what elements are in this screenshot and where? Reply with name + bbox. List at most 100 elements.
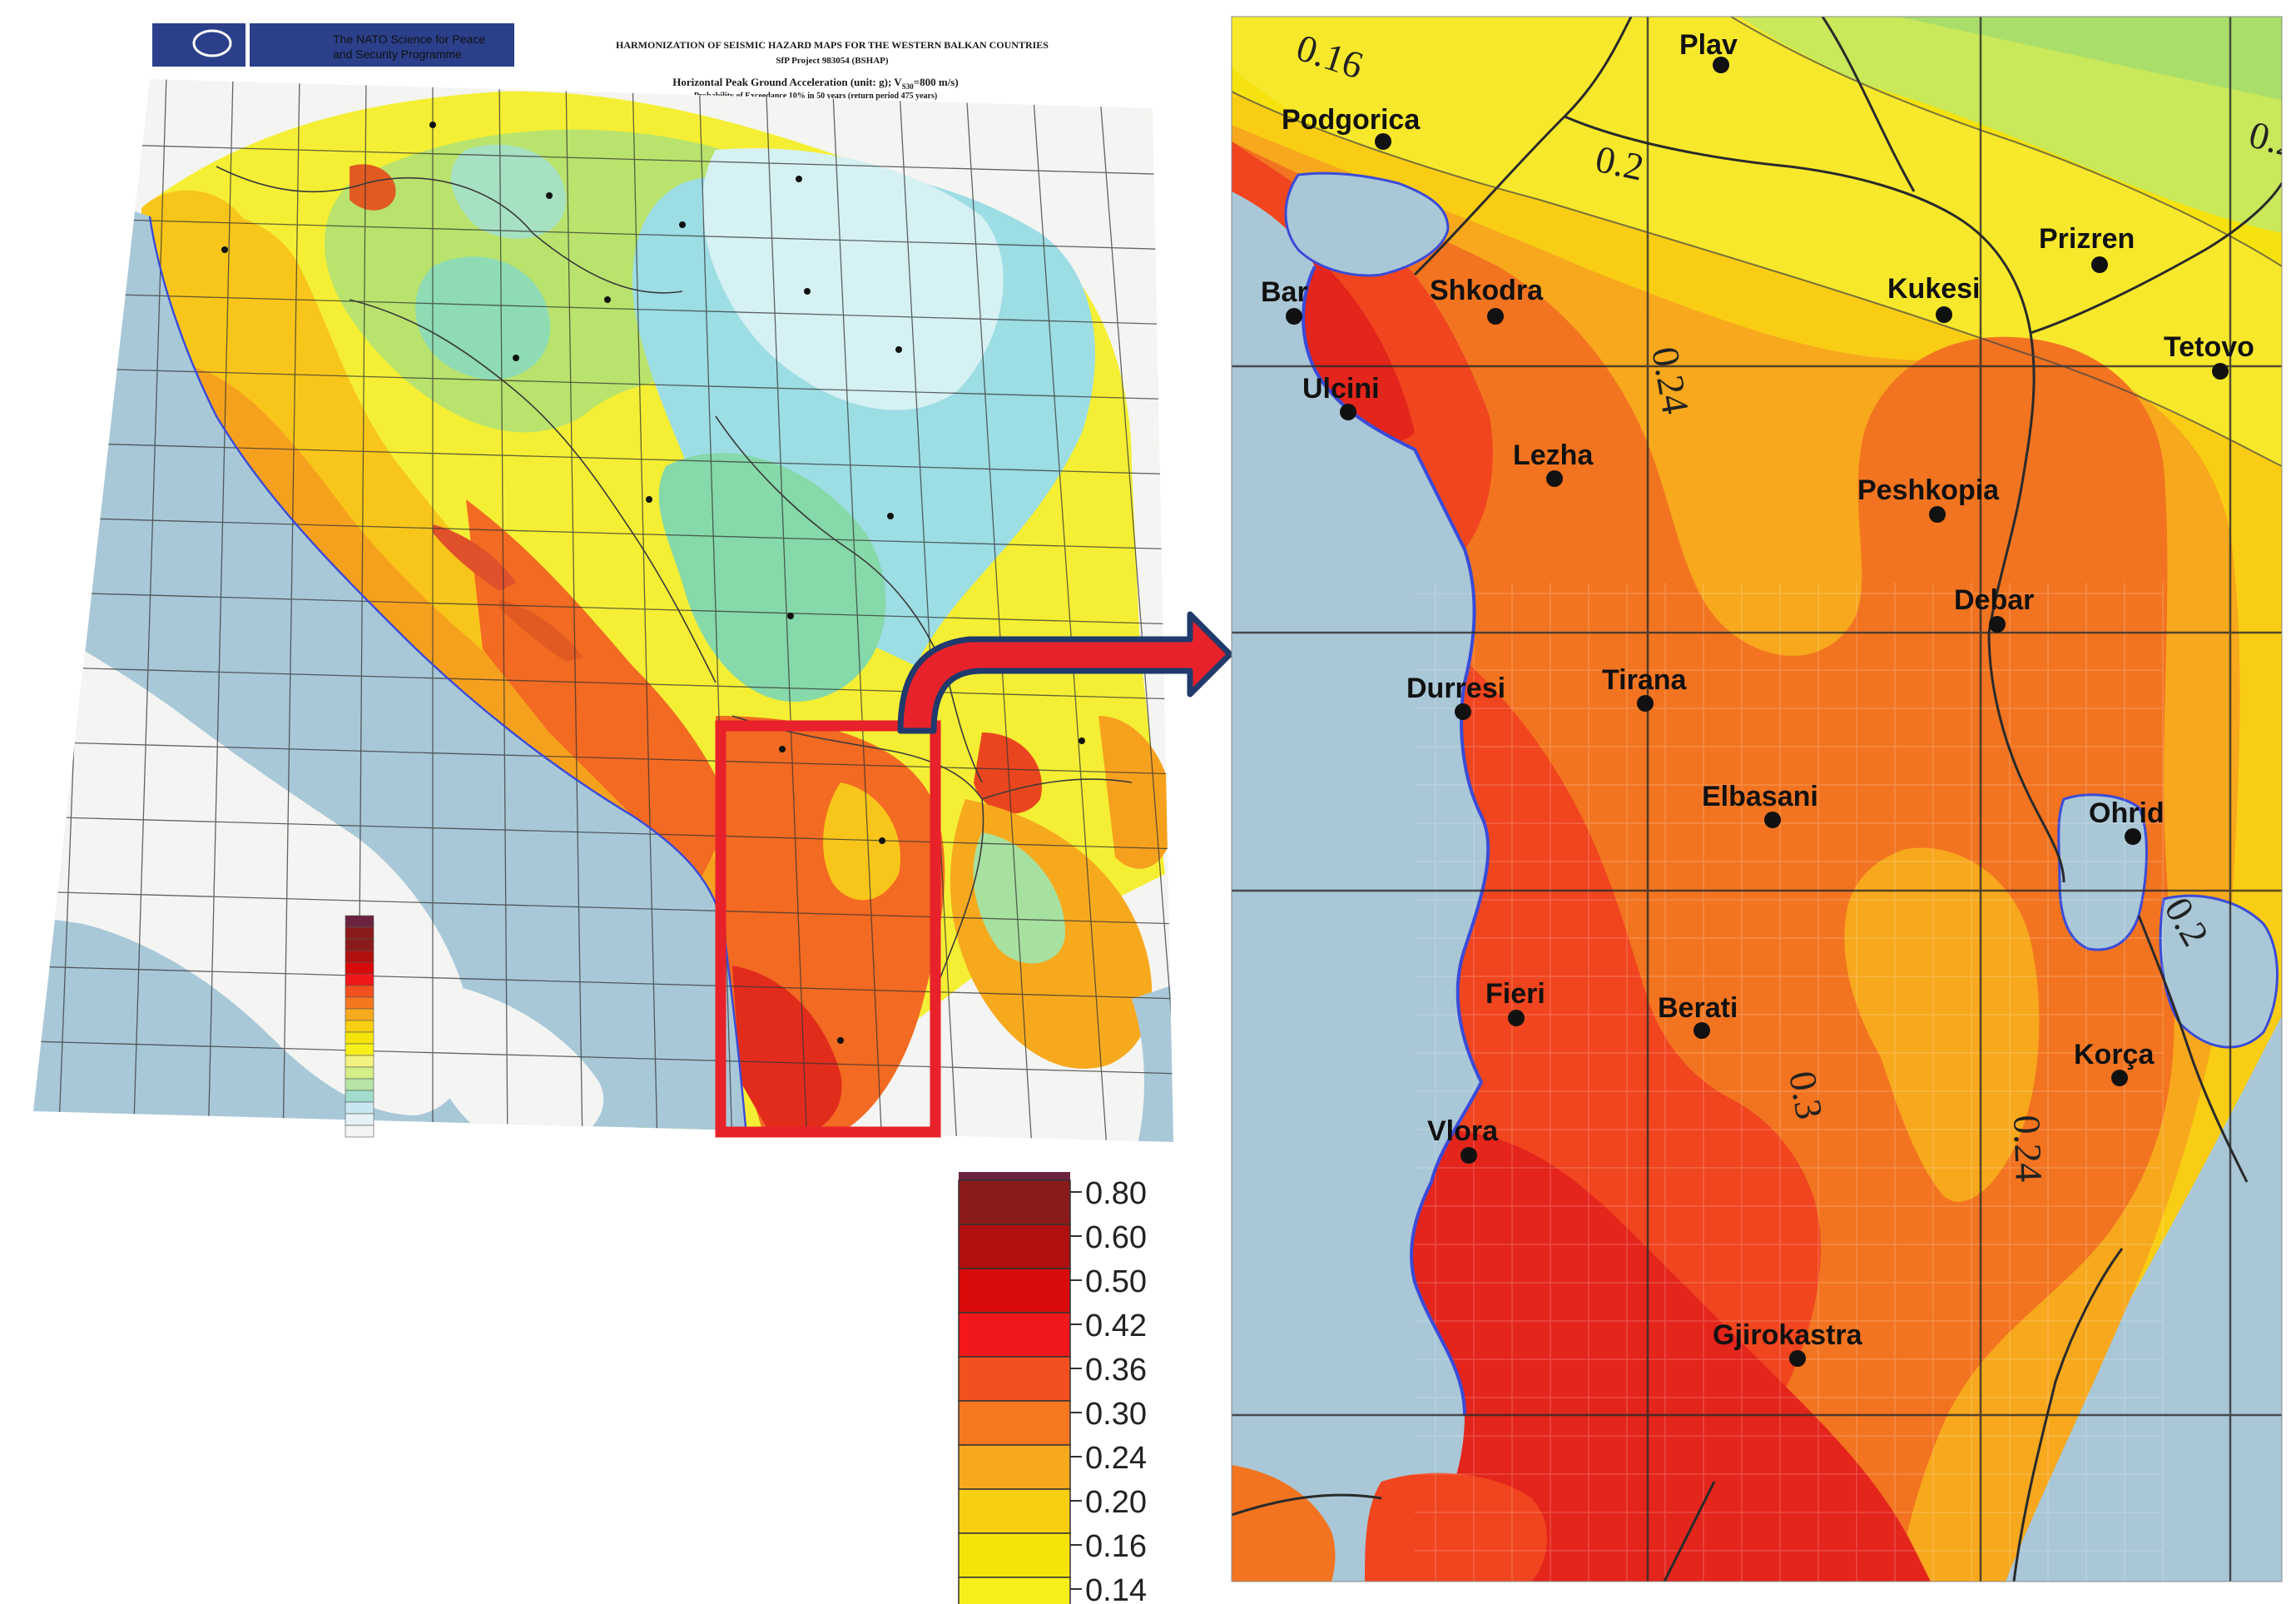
legend-swatch (958, 1400, 1071, 1446)
legend-value-label: 0.14 (1085, 1573, 1147, 1604)
city-label-shkodra: Shkodra (1430, 275, 1544, 306)
logo-text-line2: and Security Programme (333, 47, 462, 61)
city-dot-debar (1989, 616, 2006, 633)
city-dot-korca (2111, 1070, 2128, 1086)
legend-swatch (958, 1268, 1071, 1313)
legend-value-label: 0.80 (1085, 1176, 1147, 1211)
city-marker (513, 355, 519, 361)
city-dot-vlora (1460, 1147, 1477, 1164)
legend-value-label: 0.16 (1085, 1529, 1147, 1564)
city-label-ohrid: Ohrid (2089, 797, 2165, 829)
city-marker (895, 346, 902, 353)
city-dot-durresi (1455, 703, 1471, 720)
city-dot-podgorica (1375, 133, 1391, 150)
city-label-kukesi: Kukesi (1887, 273, 1981, 305)
legend-swatch (958, 1312, 1071, 1358)
city-dot-tirana (1637, 695, 1654, 712)
mini-legend-swatch (345, 1043, 374, 1056)
city-label-bar: Bar (1261, 276, 1308, 308)
city-label-korca: Korça (2074, 1039, 2155, 1070)
map-probability-note: Probability of Exceedance 10% in 50 year… (694, 92, 937, 101)
map-header-project: SfP Project 983054 (BSHAP) (776, 56, 888, 66)
nato-logo: The NATO Science for Peace and Security … (152, 23, 514, 67)
city-dot-plav (1713, 57, 1729, 73)
city-dot-ulcini (1340, 404, 1356, 420)
left-overview-map: The NATO Science for Peace and Security … (33, 23, 1173, 1142)
contour-label: 0.24 (2006, 1115, 2051, 1183)
mini-legend-swatch (345, 950, 374, 963)
contour-label: 0.2 (1592, 137, 1648, 189)
city-label-peshkopia: Peshkopia (1857, 474, 2000, 506)
right-map-borders (1232, 17, 2282, 1582)
legend-swatch (958, 1532, 1071, 1578)
city-dot-berati (1693, 1022, 1710, 1039)
legend-swatch (958, 1577, 1071, 1604)
city-marker (779, 746, 786, 752)
left-map-mini-legend (345, 915, 374, 1138)
city-marker (887, 513, 894, 519)
city-dot-peshkopia (1929, 506, 1946, 523)
legend-value-label: 0.42 (1085, 1309, 1147, 1343)
left-map-cities (221, 122, 1085, 1044)
city-label-vlora: Vlora (1427, 1115, 1499, 1147)
city-dot-prizren (2091, 256, 2108, 273)
mini-legend-swatch (345, 973, 374, 986)
city-dot-shkodra (1487, 308, 1504, 325)
mini-legend-swatch (345, 1031, 374, 1045)
mini-legend-swatch (345, 1101, 374, 1115)
city-label-berati: Berati (1658, 992, 1738, 1024)
city-dot-gjirokastra (1789, 1350, 1806, 1367)
legend-value-label: 0.24 (1085, 1441, 1147, 1476)
legend-swatch (958, 1356, 1071, 1402)
city-label-durresi: Durresi (1406, 673, 1505, 704)
map-title-text: Horizontal Peak Ground Acceleration (uni… (672, 76, 902, 88)
legend-cap (959, 1172, 1070, 1180)
city-dot-lezha (1546, 470, 1563, 487)
mini-legend-swatch (345, 1066, 374, 1080)
map-title-tail: =800 m/s) (914, 76, 959, 88)
mini-legend-swatch (345, 926, 374, 940)
mini-legend-swatch (345, 1078, 374, 1091)
city-marker (787, 613, 794, 619)
zoom-arrow (897, 611, 1233, 734)
legend-value-label: 0.30 (1085, 1397, 1147, 1432)
city-label-debar: Debar (1954, 584, 2034, 616)
city-marker (221, 246, 228, 253)
city-marker (679, 221, 686, 228)
mini-legend-swatch (345, 1020, 374, 1033)
city-marker (429, 122, 436, 128)
mini-legend-swatch (345, 1125, 374, 1138)
city-label-podgorica: Podgorica (1282, 104, 1421, 136)
legend-value-label: 0.50 (1085, 1264, 1147, 1299)
mini-legend-swatch (345, 961, 374, 975)
left-map-borders (216, 166, 1133, 1000)
city-label-ulcini: Ulcini (1302, 373, 1380, 405)
legend-value-label: 0.20 (1085, 1485, 1147, 1520)
logo-text-line1: The NATO Science for Peace (333, 32, 485, 46)
city-label-gjirokastra: Gjirokastra (1713, 1319, 1863, 1351)
city-dot-fieri (1508, 1010, 1525, 1026)
city-dot-elbasani (1764, 812, 1781, 828)
mini-legend-swatch (345, 996, 374, 1010)
city-marker (796, 176, 802, 182)
city-label-prizren: Prizren (2039, 223, 2135, 255)
contour-label: 0.3 (1781, 1068, 1831, 1122)
city-label-fieri: Fieri (1485, 978, 1545, 1010)
city-marker (1079, 737, 1085, 744)
legend-swatch (958, 1224, 1071, 1269)
map-main-title: Horizontal Peak Ground Acceleration (uni… (672, 76, 958, 91)
city-label-lezha: Lezha (1513, 439, 1594, 471)
pga-legend: 0.80 0.60 0.50 0.42 0.36 0.30 0.24 0.20 0.16 0.14 (958, 1172, 1147, 1604)
city-label-tetovo: Tetovo (2164, 331, 2254, 363)
mini-legend-swatch (345, 1055, 374, 1068)
city-label-elbasani: Elbasani (1702, 781, 1818, 812)
albania-highlight-box (715, 720, 941, 1138)
city-dot-kukesi (1936, 306, 1952, 323)
right-map-frame (1231, 16, 2283, 1582)
mini-legend-swatch (345, 985, 374, 998)
right-map-coastline (1302, 266, 1490, 1416)
legend-swatch (958, 1444, 1071, 1490)
legend-swatch (958, 1179, 1071, 1225)
legend-value-label: 0.60 (1085, 1220, 1147, 1255)
